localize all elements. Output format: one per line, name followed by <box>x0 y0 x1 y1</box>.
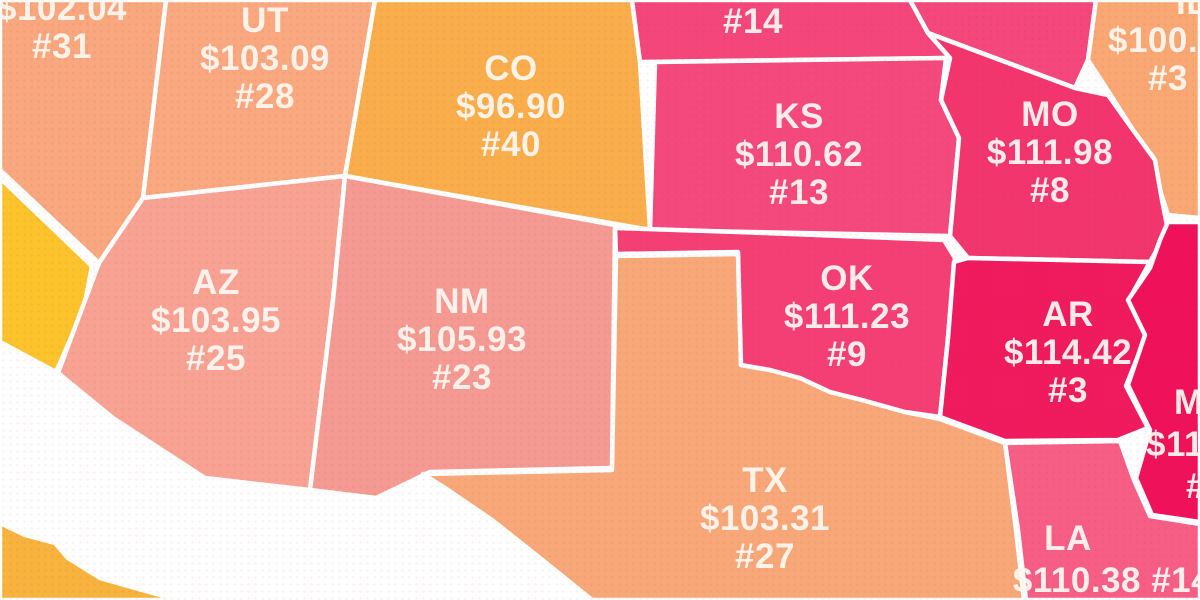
state-mississippi <box>1125 219 1200 525</box>
state-label-illinois-value: $100. <box>1108 21 1199 60</box>
state-label-mississippi-abbr: M <box>1174 383 1200 422</box>
state-value: $111.98 <box>986 133 1114 172</box>
state-rank: #8 <box>1030 171 1070 210</box>
state-abbr: AZ <box>192 263 240 302</box>
state-oklahoma <box>612 225 958 420</box>
state-abbr: TX <box>742 461 788 500</box>
state-abbr: KS <box>774 97 824 136</box>
state-abbr: OK <box>820 259 874 298</box>
state-label-louisiana-value-rank: $110.38 #14 <box>1013 562 1200 600</box>
state-value: $103.09 <box>199 39 331 78</box>
state-label-louisiana-abbr: LA <box>1044 520 1092 558</box>
state-rank: #28 <box>235 77 295 116</box>
state-label-mississippi-rank: # <box>1186 468 1200 506</box>
state-value: $111.23 <box>783 297 911 336</box>
state-rank: #9 <box>827 335 867 374</box>
state-label-oklahoma: OK $111.23 #9 <box>784 260 910 374</box>
state-label-arkansas: AR $114.42 #3 <box>1004 296 1132 410</box>
state-colorado <box>342 0 653 233</box>
state-value: $96.90 <box>455 87 567 126</box>
state-rank: #31 <box>32 27 92 66</box>
state-abbr: NM <box>434 282 490 321</box>
state-label-texas: TX $103.31 #27 <box>700 462 830 576</box>
state-label-nevada: $102.04 #31 <box>0 0 127 66</box>
state-abbr: MO <box>1021 95 1079 134</box>
state-nebraska <box>629 0 953 65</box>
state-rank: #3 <box>1048 371 1088 410</box>
state-value: $110.62 <box>734 135 864 174</box>
state-value: $103.31 <box>699 499 831 538</box>
state-abbr: AR <box>1042 295 1094 334</box>
state-label-missouri: MO $111.98 #8 <box>987 96 1113 210</box>
state-rank: #40 <box>481 125 541 164</box>
state-inset-bottom-left <box>0 520 181 600</box>
state-rank: #27 <box>735 537 795 576</box>
state-iowa <box>907 0 1099 91</box>
state-rank: #13 <box>769 173 829 212</box>
state-rank: #14 <box>723 2 783 41</box>
state-label-nebraska: #14 <box>723 3 783 41</box>
state-value: $114.42 <box>1003 333 1133 372</box>
state-label-colorado: CO $96.90 #40 <box>456 50 566 164</box>
state-value: $103.95 <box>150 301 282 340</box>
state-label-arizona: AZ $103.95 #25 <box>151 264 281 378</box>
state-abbr: UT <box>241 1 289 40</box>
state-value: $105.93 <box>396 320 528 359</box>
state-label-illinois-rank: #3 <box>1148 59 1188 98</box>
state-value-rank: $110.38 #14 <box>1012 561 1200 600</box>
state-rank: #23 <box>432 358 492 397</box>
state-abbr: LA <box>1044 519 1092 558</box>
state-label-mississippi-value: $11 <box>1146 425 1200 464</box>
state-value: $102.04 <box>0 0 128 28</box>
state-label-kansas: KS $110.62 #13 <box>735 98 863 212</box>
state-rank: #25 <box>186 339 246 378</box>
state-louisiana <box>1002 438 1200 600</box>
state-abbr: CO <box>484 49 538 88</box>
state-label-utah: UT $103.09 #28 <box>200 2 330 116</box>
state-label-illinois-abbr: IL <box>1176 0 1200 22</box>
state-label-new-mexico: NM $105.93 #23 <box>397 283 527 397</box>
